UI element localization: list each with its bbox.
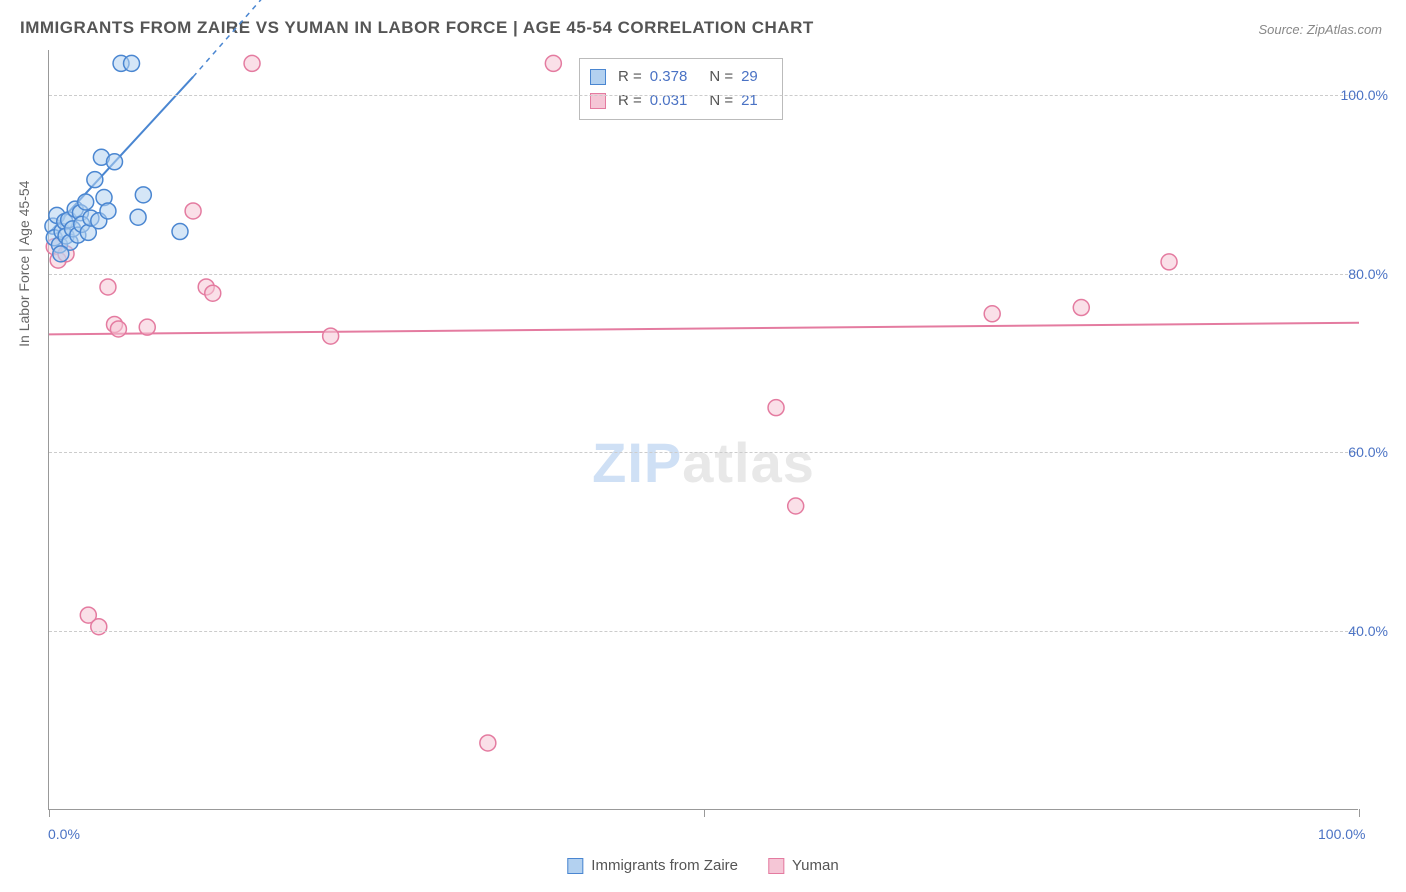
r-label: R =	[618, 65, 642, 89]
swatch-zaire	[590, 69, 606, 85]
stats-row-yuman: R = 0.031 N = 21	[590, 89, 768, 113]
r-value-yuman: 0.031	[650, 89, 688, 113]
xtick-label: 100.0%	[1318, 826, 1365, 842]
ytick-label: 40.0%	[1348, 623, 1388, 639]
gridline	[49, 95, 1358, 96]
xtick	[704, 809, 705, 817]
gridline	[49, 274, 1358, 275]
ytick-label: 60.0%	[1348, 444, 1388, 460]
bottom-legend: Immigrants from Zaire Yuman	[567, 857, 838, 874]
y-axis-label: In Labor Force | Age 45-54	[16, 181, 32, 347]
chart-title: IMMIGRANTS FROM ZAIRE VS YUMAN IN LABOR …	[20, 18, 814, 38]
xtick	[1359, 809, 1360, 817]
legend-swatch-yuman	[768, 858, 784, 874]
legend-item-yuman: Yuman	[768, 857, 839, 874]
plot-svg	[49, 50, 1358, 809]
legend-label-yuman: Yuman	[792, 857, 839, 874]
n-label: N =	[709, 65, 733, 89]
n-label-2: N =	[709, 89, 733, 113]
legend-swatch-zaire	[567, 858, 583, 874]
xtick-label: 0.0%	[48, 826, 80, 842]
n-value-yuman: 21	[741, 89, 758, 113]
r-label-2: R =	[618, 89, 642, 113]
ytick-label: 100.0%	[1341, 87, 1388, 103]
n-value-zaire: 29	[741, 65, 758, 89]
stats-legend: R = 0.378 N = 29 R = 0.031 N = 21	[579, 58, 783, 120]
gridline	[49, 631, 1358, 632]
r-value-zaire: 0.378	[650, 65, 688, 89]
gridline	[49, 452, 1358, 453]
legend-item-zaire: Immigrants from Zaire	[567, 857, 738, 874]
source-attribution: Source: ZipAtlas.com	[1258, 22, 1382, 37]
chart-container: IMMIGRANTS FROM ZAIRE VS YUMAN IN LABOR …	[0, 0, 1406, 892]
ytick-label: 80.0%	[1348, 266, 1388, 282]
stats-row-zaire: R = 0.378 N = 29	[590, 65, 768, 89]
plot-area: ZIPatlas R = 0.378 N = 29 R = 0.031 N = …	[48, 50, 1358, 810]
xtick	[49, 809, 50, 817]
legend-label-zaire: Immigrants from Zaire	[591, 857, 738, 874]
